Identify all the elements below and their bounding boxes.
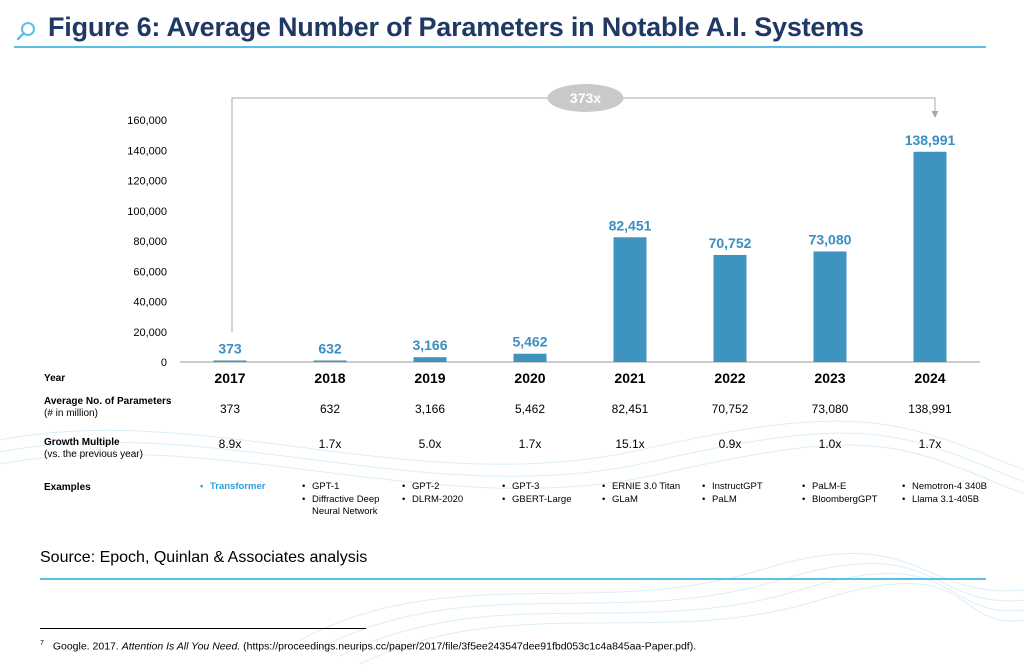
year-cell: 2023: [814, 370, 846, 386]
params-cell: 138,991: [908, 402, 952, 416]
bar-value-label: 138,991: [905, 132, 956, 148]
source-note: Source: Epoch, Quinlan & Associates anal…: [40, 549, 368, 566]
example-item: BloombergGPT: [802, 494, 902, 507]
params-cell: 73,080: [811, 402, 849, 416]
figure-header: Figure 6: Average Number of Parameters i…: [14, 10, 986, 46]
example-item: GLaM: [602, 494, 702, 507]
examples-cell: Transformer: [200, 481, 300, 494]
y-tick-label: 160,000: [127, 115, 167, 127]
examples-cell: GPT-3GBERT-Large: [502, 481, 602, 506]
growth-cell: 15.1x: [615, 437, 645, 451]
growth-cell: 8.9x: [218, 437, 242, 451]
y-axis: 0 20,000 40,000 60,000 80,000 100,000 120,000 1…: [127, 115, 167, 369]
example-item: ERNIE 3.0 Titan: [602, 481, 702, 494]
y-tick-label: 80,000: [133, 236, 167, 248]
growth-cell: 0.9x: [718, 437, 742, 451]
y-tick-label: 60,000: [133, 266, 167, 278]
bar-value-label: 73,080: [809, 231, 852, 247]
params-cell: 82,451: [611, 402, 649, 416]
y-tick-label: 20,000: [133, 327, 167, 339]
y-tick-label: 120,000: [127, 176, 167, 188]
examples-cell: ERNIE 3.0 TitanGLaM: [602, 481, 702, 506]
examples-cell: GPT-2DLRM-2020: [402, 481, 502, 506]
example-item: InstructGPT: [702, 481, 802, 494]
annotation-arrowhead: [931, 111, 939, 118]
y-tick-label: 140,000: [127, 145, 167, 157]
example-item: GPT-3: [502, 481, 602, 494]
growth-cell: 1.0x: [818, 437, 842, 451]
year-cell: 2019: [414, 370, 446, 386]
source-divider: [40, 578, 986, 580]
bar-value-label: 3,166: [412, 337, 447, 353]
title-divider: [14, 46, 986, 48]
examples-cell: GPT-1Diffractive Deep Neural Network: [302, 481, 402, 519]
footnote: 7 Google. 2017. Attention Is All You Nee…: [40, 640, 696, 653]
bar-2022: [713, 254, 747, 362]
year-cell: 2021: [614, 370, 646, 386]
bar-2024: [913, 151, 947, 362]
params-cell: 373: [219, 402, 241, 416]
y-tick-label: 100,000: [127, 206, 167, 218]
magnifier-icon: [16, 22, 35, 41]
bar-2020: [513, 353, 547, 362]
bar-2019: [413, 357, 447, 362]
examples-cell: PaLM-EBloombergGPT: [802, 481, 902, 506]
growth-cell: 1.7x: [518, 437, 542, 451]
params-cell: 3,166: [414, 402, 446, 416]
growth-annotation: 373x: [231, 84, 939, 332]
figure-title: Figure 6: Average Number of Parameters i…: [48, 12, 864, 42]
bar-series: 373 632 3,166 5,462 82,451 70,752 73,080 138,99…: [213, 132, 956, 362]
example-item: PaLM: [702, 494, 802, 507]
annotation-label: 373x: [570, 90, 601, 106]
row-label-params: Average No. of Parameters (# in million): [44, 396, 172, 419]
bar-value-label: 632: [318, 341, 342, 357]
bar-2017: [213, 360, 247, 362]
footnote-lead: Google. 2017.: [49, 640, 122, 653]
row-label-growth: Growth Multiple (vs. the previous year): [44, 437, 143, 460]
example-item: DLRM-2020: [402, 494, 502, 507]
example-item: Diffractive Deep Neural Network: [302, 494, 402, 519]
growth-cell: 1.7x: [918, 437, 942, 451]
y-tick-label: 0: [161, 357, 167, 369]
annotation-pill: [547, 84, 624, 112]
footnote-divider: [40, 628, 366, 629]
year-cell: 2024: [914, 370, 946, 386]
year-cell: 2017: [214, 370, 246, 386]
example-item: Llama 3.1-405B: [902, 494, 1002, 507]
year-cell: 2020: [514, 370, 546, 386]
example-item: PaLM-E: [802, 481, 902, 494]
year-cell: 2022: [714, 370, 746, 386]
bar-value-label: 5,462: [512, 334, 547, 350]
footnote-number: 7: [40, 640, 44, 647]
bar-2023: [813, 251, 847, 362]
footnote-url: (https://proceedings.neurips.cc/paper/20…: [240, 640, 697, 653]
examples-cell: Nemotron-4 340BLlama 3.1-405B: [902, 481, 1002, 506]
params-cell: 632: [319, 402, 341, 416]
params-cell: 5,462: [514, 402, 546, 416]
example-item: Transformer: [200, 481, 300, 494]
examples-cell: InstructGPTPaLM: [702, 481, 802, 506]
footnote-title: Attention Is All You Need.: [121, 640, 241, 653]
year-cell: 2018: [314, 370, 346, 386]
params-cell: 70,752: [711, 402, 749, 416]
growth-cell: 1.7x: [318, 437, 342, 451]
bar-2021: [613, 237, 647, 362]
bar-value-label: 373: [218, 341, 242, 357]
y-tick-label: 40,000: [133, 297, 167, 309]
row-label-examples: Examples: [44, 482, 91, 493]
growth-cell: 5.0x: [418, 437, 442, 451]
example-item: GPT-2: [402, 481, 502, 494]
example-item: Nemotron-4 340B: [902, 481, 1002, 494]
bar-2018: [313, 360, 347, 362]
bar-value-label: 70,752: [709, 235, 752, 251]
bar-value-label: 82,451: [609, 217, 652, 233]
example-item: GPT-1: [302, 481, 402, 494]
example-item: GBERT-Large: [502, 494, 602, 507]
row-label-year: Year: [44, 373, 66, 384]
